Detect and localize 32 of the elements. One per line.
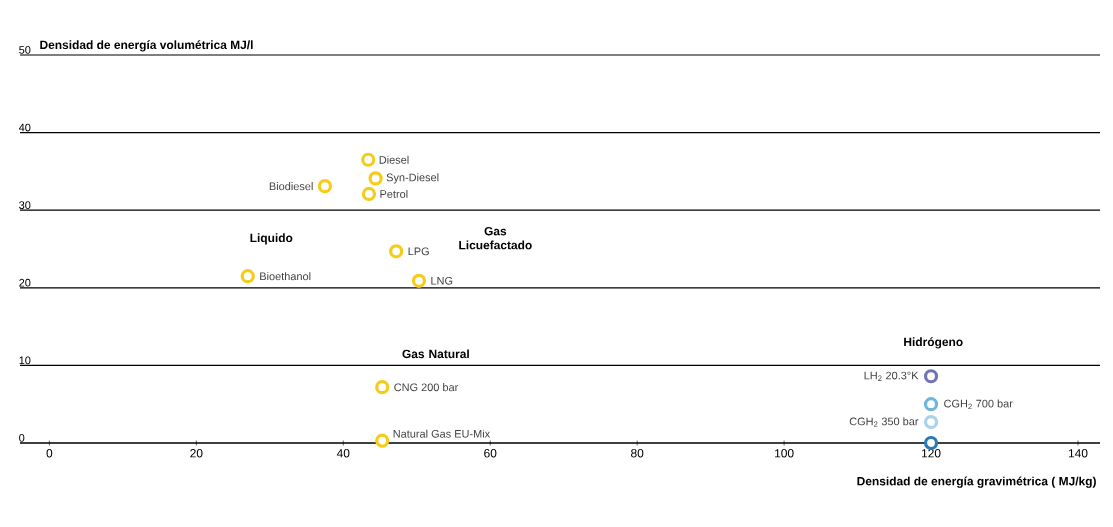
annotation: Hidrógeno [904, 337, 963, 349]
y-tick-label: 10 [19, 356, 31, 365]
annotation: LH$_{2}$ 20.3°K [864, 371, 919, 381]
annotation: Biodiesel [269, 182, 313, 191]
y-tick-label: 50 [19, 46, 31, 54]
annotation: Bioethanol [260, 272, 311, 281]
y-tick-label: 20 [19, 278, 31, 287]
y-tick-label: 40 [18, 123, 31, 132]
annotation: Gas Natural [402, 349, 469, 359]
x-tick-label: 120 [921, 449, 941, 458]
annotation: LPG [408, 247, 429, 256]
y-axis-title: Densidad de energía volumétrica MJ/l [40, 40, 253, 52]
annotation: CNG 200 bar [394, 383, 459, 392]
x-tick-label: 80 [631, 449, 644, 458]
annotation: Liquido [250, 233, 293, 245]
annotation: Petrol [380, 189, 408, 198]
x-tick-label: 40 [336, 449, 350, 458]
annotation: LNG [431, 276, 453, 285]
x-tick-label: 0 [46, 449, 53, 458]
annotation: Natural Gas EU-Mix [393, 429, 491, 438]
x-tick-label: 100 [775, 449, 794, 458]
annotation: CGH$_{2}$ 350 bar [849, 417, 919, 427]
x-tick-label: 60 [484, 449, 497, 458]
annotation: Diesel [379, 155, 409, 164]
y-tick-label: 30 [19, 201, 31, 210]
x-tick-label: 20 [190, 449, 203, 458]
x-axis-title: Densidad de energía gravimétrica ( MJ/kg) [857, 476, 1096, 488]
annotation: Syn-Diesel [386, 173, 439, 184]
annotation: CGH$_{2}$ 700 bar [944, 399, 1013, 409]
x-tick-label: 140 [1068, 449, 1088, 458]
y-tick-label: 0 [19, 434, 25, 442]
annotation: Gas Licuefactado [459, 226, 532, 250]
